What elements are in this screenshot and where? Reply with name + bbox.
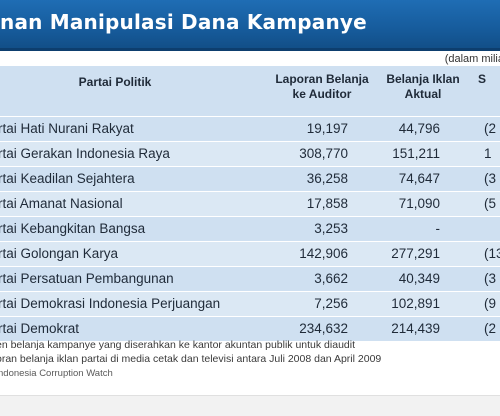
party-cell: rtai Demokrat bbox=[0, 321, 80, 336]
diff-cell: (9 bbox=[484, 296, 497, 311]
report-cell: 3,253 bbox=[314, 221, 348, 236]
diff-cell: (2 bbox=[484, 321, 497, 336]
ads-cell: 74,647 bbox=[398, 171, 440, 186]
header-ads-line2: Aktual bbox=[404, 87, 442, 101]
title-banner: nan Manipulasi Dana Kampanye bbox=[0, 0, 500, 51]
party-cell: rtai Kebangkitan Bangsa bbox=[0, 221, 146, 236]
footnote-ads: oran belanja iklan partai di media cetak… bbox=[0, 353, 382, 365]
diff-cell: (2 bbox=[484, 121, 497, 136]
source-note: ndonesia Corruption Watch bbox=[0, 368, 113, 379]
footnote-report: en belanja kampanye yang diserahkan ke k… bbox=[0, 339, 355, 351]
ads-cell: 277,291 bbox=[391, 246, 440, 261]
table-row: rtai Keadilan Sejahtera 36,258 74,647 (3 bbox=[0, 166, 500, 191]
table-body: rtai Hati Nurani Rakyat 19,197 44,796 (2… bbox=[0, 116, 500, 341]
ads-cell: 102,891 bbox=[391, 296, 440, 311]
party-cell: rtai Amanat Nasional bbox=[0, 196, 123, 211]
table-row: rtai Demokrat 234,632 214,439 (2 bbox=[0, 316, 500, 341]
diff-cell: 1 bbox=[484, 146, 492, 161]
party-cell: rtai Golongan Karya bbox=[0, 246, 119, 261]
party-cell: rtai Keadilan Sejahtera bbox=[0, 171, 135, 186]
party-cell: rtai Hati Nurani Rakyat bbox=[0, 121, 134, 136]
bottom-band bbox=[0, 395, 500, 416]
ads-cell: - bbox=[435, 221, 441, 236]
page-title: nan Manipulasi Dana Kampanye bbox=[0, 10, 367, 34]
report-cell: 308,770 bbox=[299, 146, 348, 161]
party-cell: rtai Demokrasi Indonesia Perjuangan bbox=[0, 296, 221, 311]
table-row: rtai Demokrasi Indonesia Perjuangan 7,25… bbox=[0, 291, 500, 316]
ads-cell: 40,349 bbox=[398, 271, 440, 286]
ads-cell: 151,211 bbox=[392, 146, 440, 161]
footnotes: en belanja kampanye yang diserahkan ke k… bbox=[0, 338, 500, 379]
report-cell: 142,906 bbox=[299, 246, 348, 261]
report-cell: 3,662 bbox=[314, 271, 348, 286]
ads-cell: 71,090 bbox=[398, 196, 440, 211]
table-row: rtai Amanat Nasional 17,858 71,090 (5 bbox=[0, 191, 500, 216]
header-report-line1: Laporan Belanja bbox=[275, 72, 369, 86]
diff-cell: (13 bbox=[484, 246, 500, 261]
header-ads: Belanja Iklan Aktual bbox=[382, 72, 464, 102]
header-report: Laporan Belanja ke Auditor bbox=[262, 72, 382, 102]
diff-cell: (3 bbox=[484, 271, 497, 286]
table-row: rtai Golongan Karya 142,906 277,291 (13 bbox=[0, 241, 500, 266]
ads-cell: 214,439 bbox=[391, 321, 440, 336]
ads-cell: 44,796 bbox=[398, 121, 440, 136]
header-party: Partai Politik bbox=[78, 75, 152, 89]
party-cell: rtai Gerakan Indonesia Raya bbox=[0, 146, 170, 161]
report-cell: 19,197 bbox=[306, 121, 348, 136]
table-row: rtai Hati Nurani Rakyat 19,197 44,796 (2 bbox=[0, 116, 500, 141]
report-cell: 17,858 bbox=[306, 196, 348, 211]
report-cell: 234,632 bbox=[299, 321, 348, 336]
table-header bbox=[0, 66, 500, 116]
header-cut: S bbox=[478, 72, 487, 86]
unit-note: (dalam milia bbox=[444, 53, 500, 65]
header-ads-line1: Belanja Iklan bbox=[386, 72, 460, 86]
diff-cell: (5 bbox=[484, 196, 497, 211]
party-cell: rtai Persatuan Pembangunan bbox=[0, 271, 174, 286]
report-cell: 36,258 bbox=[306, 171, 348, 186]
table-row: rtai Gerakan Indonesia Raya 308,770 151,… bbox=[0, 141, 500, 166]
table-row: rtai Persatuan Pembangunan 3,662 40,349 … bbox=[0, 266, 500, 291]
header-report-line2: ke Auditor bbox=[292, 87, 352, 101]
report-cell: 7,256 bbox=[314, 296, 348, 311]
diff-cell: (3 bbox=[484, 171, 497, 186]
table-row: rtai Kebangkitan Bangsa 3,253 - bbox=[0, 216, 500, 241]
